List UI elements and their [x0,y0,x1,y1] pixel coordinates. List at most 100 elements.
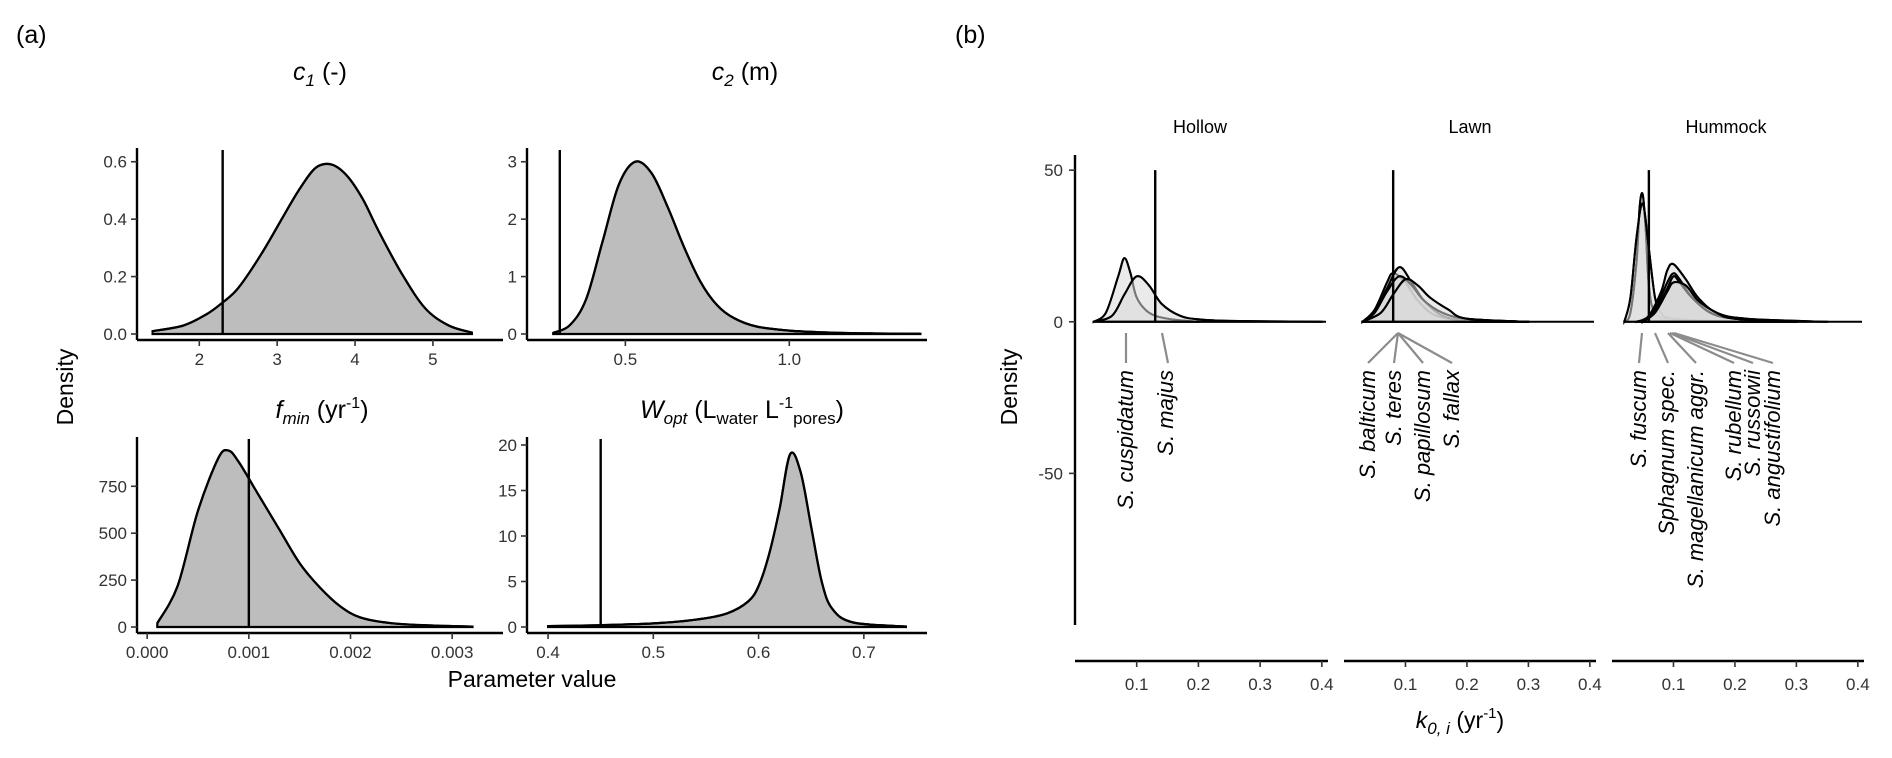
panel-a-label: (a) [16,21,47,49]
species-label: S. papillosum [1410,370,1435,502]
density-line [1361,278,1529,323]
y-tick-label: 3 [508,153,517,172]
label-leader [1671,331,1754,365]
title-c1: c1 (-) [293,58,347,90]
x-tick-label: 0.4 [1578,675,1602,694]
y-tick-label: 250 [99,571,127,590]
y-tick-label: 0 [1054,313,1063,332]
y-tick-label: 0.0 [103,325,127,344]
x-tick-label: 0.3 [1248,675,1272,694]
label-leader [1669,332,1735,364]
strip-hummock: Hummock [1685,117,1767,137]
y-tick-label: 0.6 [103,153,127,172]
species-label: S. rubellum [1721,370,1746,481]
y-tick-label: -50 [1038,464,1063,483]
y-tick-label: 0 [508,325,517,344]
x-tick-label: 0.003 [431,643,474,662]
density-line [1642,280,1797,323]
x-tick-label: 0.1 [1125,675,1149,694]
panel-b-label: (b) [955,21,986,49]
label-leader [1653,332,1670,364]
density-line [156,448,473,628]
y-tick-label: 5 [508,573,517,592]
y-tick-label: 750 [99,477,127,496]
x-tick-label: 0.3 [1517,675,1541,694]
strip-lawn: Lawn [1448,117,1491,137]
x-tick-label: 0.3 [1785,675,1809,694]
label-leader [1397,332,1453,364]
species-label: S. balticum [1355,370,1380,479]
species-labels: S. cuspidatum S. majus S. balticum S. te… [1113,369,1785,588]
species-label: S. cuspidatum [1113,370,1138,509]
label-leader [1667,332,1697,364]
facet-hummock: 0.1 0.2 0.3 0.4 [1612,170,1870,694]
y-tick-label: 15 [498,482,517,501]
y-tick-label: 50 [1044,161,1063,180]
label-leader [1392,332,1400,364]
x-tick-label: 0.5 [614,350,638,369]
x-tick-label: 0.1 [1394,675,1418,694]
panel-wopt: 0 5 10 15 20 0.4 0.5 0.6 0.7 [498,436,927,662]
panel-b-ylabel: Density [996,348,1022,425]
label-leader [1397,332,1424,364]
x-tick-label: 0.001 [228,643,271,662]
x-tick-label: 0.002 [329,643,372,662]
label-leader [1367,332,1399,364]
density-area [552,160,922,336]
label-leader [1673,331,1774,365]
density-line [552,160,921,335]
x-tick-label: 0.000 [126,643,169,662]
panel-b-xlabel: k0, i (yr-1) [1416,705,1504,738]
x-tick-label: 0.4 [1846,675,1870,694]
label-leader [1160,332,1170,364]
panel-fmin: 0 250 500 750 0.000 0.001 0.002 0.003 [99,437,503,662]
species-label: S. magellanicum aggr. [1683,370,1708,588]
y-tick-label: 0 [118,618,127,637]
species-label: S. fallax [1439,369,1464,448]
density-line [152,162,473,334]
x-tick-label: 1.0 [777,350,801,369]
species-label: S. angustifolium [1760,370,1785,527]
panel-a-ylabel: Density [52,348,78,425]
species-label: S. russowii [1740,369,1765,476]
title-wopt: Wopt (Lwater L-1pores) [640,395,844,428]
panel-c1: 0.0 0.2 0.4 0.6 2 3 4 5 [103,148,503,369]
x-tick-label: 0.7 [852,643,876,662]
x-tick-label: 0.2 [1723,675,1747,694]
x-tick-label: 0.2 [1455,675,1479,694]
title-c2: c2 (m) [712,58,778,90]
x-tick-label: 0.4 [536,643,560,662]
y-tick-label: 0.4 [103,210,127,229]
x-tick-label: 5 [428,350,437,369]
y-tick-label: 0 [508,618,517,637]
y-tick-label: 2 [508,210,517,229]
panel-a-xlabel: Parameter value [448,666,617,692]
y-tick-label: 10 [498,527,517,546]
species-label: S. majus [1153,370,1178,456]
density-line [548,451,906,628]
strip-hollow: Hollow [1173,117,1228,137]
facet-hollow: 0.1 0.2 0.3 0.4 [1075,170,1334,694]
panel-c2: 0 1 2 3 0.5 1.0 [508,148,927,369]
density-line [1636,262,1828,323]
species-label: S. fuscum [1626,370,1651,468]
x-tick-label: 0.5 [641,643,665,662]
x-tick-label: 4 [350,350,359,369]
x-tick-label: 0.1 [1662,675,1686,694]
x-tick-label: 3 [272,350,281,369]
x-tick-label: 0.2 [1187,675,1211,694]
y-tick-label: 0.2 [103,268,127,287]
x-tick-label: 0.6 [747,643,771,662]
species-label: Sphagnum spec. [1654,370,1679,535]
title-fmin: fmin (yr-1) [275,395,368,428]
y-tick-label: 500 [99,524,127,543]
species-label: S. teres [1381,370,1406,446]
y-tick-label: 20 [498,436,517,455]
x-tick-label: 2 [195,350,204,369]
label-leader [1637,332,1644,364]
y-tick-label: 1 [508,268,517,287]
x-tick-label: 0.4 [1310,675,1334,694]
